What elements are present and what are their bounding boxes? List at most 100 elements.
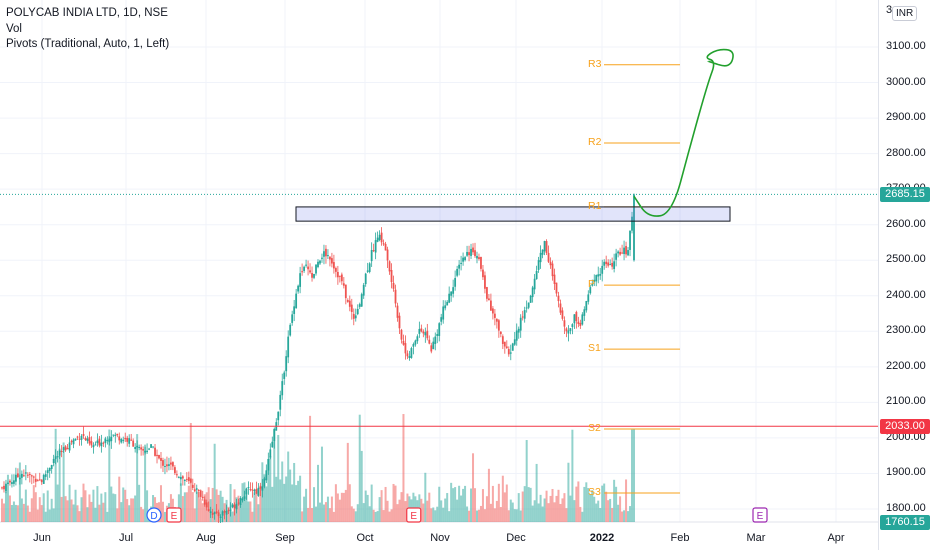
volume-bar [479,505,482,522]
volume-bar [161,501,164,522]
candle-body [625,246,627,255]
candle-body [213,512,216,514]
candle-body [611,262,614,267]
candle-body [251,489,254,491]
candle-body [551,263,554,277]
projection-curve[interactable] [633,48,734,217]
volume-bar [340,492,343,522]
volume-bar [334,484,337,522]
candle-body [40,479,43,483]
candle-body [305,264,307,266]
price-tick-label: 2500.00 [886,253,926,266]
volume-bar [577,481,580,522]
candle-body [577,321,580,324]
volume-bar [271,486,274,522]
candle-body [287,336,290,358]
candle-body [50,465,53,469]
legend-volume[interactable]: Vol [6,22,22,35]
volume-bar [142,509,145,522]
volume-bar [392,483,395,522]
candle-body [9,480,11,483]
candle-body [319,260,321,264]
volume-bar [430,508,433,522]
volume-bar [279,479,282,522]
candle-body [229,509,232,511]
candle-body [503,341,506,347]
candle-body [450,291,453,296]
candle-body [283,372,286,379]
volume-bar [446,493,449,522]
candle-body [493,313,496,318]
volume-bar [472,453,475,522]
volume-bar [460,495,463,522]
legend-pivots[interactable]: Pivots (Traditional, Auto, 1, Left) [6,38,170,50]
candle-body [68,442,71,451]
candle-body [553,274,556,284]
candle-body [621,252,623,254]
candle-body [527,302,530,308]
resistance-zone[interactable] [295,206,731,222]
legend-symbol[interactable]: POLYCAB INDIA LTD, 1D, NSE [6,7,168,19]
candle-body [30,475,33,477]
volume-bar [14,504,17,522]
candle-body [525,307,528,309]
candle-body [70,440,73,443]
volume-bar [78,511,81,522]
volume-bar [424,472,427,522]
pivot-label-s3: S3 [588,486,601,498]
volume-bar [140,506,143,522]
time-tick-label: Aug [196,532,216,544]
candle-body [406,353,409,357]
volume-bar [382,510,385,522]
price-axis[interactable] [878,0,932,550]
volume-bar [374,511,377,522]
candle-body [400,329,403,340]
candle-body [519,317,522,331]
candle-body [88,437,91,444]
candle-body [344,284,347,299]
candle-body [78,438,81,440]
candle-body [130,439,133,441]
volume-bar [16,505,19,522]
time-tick-label: Jul [118,532,134,544]
candle-body [205,502,208,508]
volume-bar [477,509,480,522]
event-marker-e[interactable]: E [406,507,422,523]
volume-bar [311,507,314,522]
volume-bar [527,487,530,522]
candle-body [434,336,437,344]
candle-body [436,334,439,336]
candle-body [523,310,526,319]
candle-body [511,343,514,351]
volume-bar [18,462,21,522]
event-marker-e[interactable]: E [752,507,768,523]
candle-body [484,275,486,289]
price-tick-label: 2100.00 [886,395,926,408]
volume-bar [539,494,542,522]
candle-body [549,261,552,266]
volume-bar [287,451,290,522]
event-marker-d[interactable]: D [146,507,162,523]
volume-bar [285,476,288,522]
volume-bar [132,498,135,522]
candle-body [64,446,67,451]
volume-bar [330,496,333,522]
volume-bar [191,492,194,522]
volume-bar [64,496,67,522]
candle-body [128,438,131,444]
candle-body [346,300,349,302]
candle-body [565,328,568,332]
event-marker-e[interactable]: E [166,507,182,523]
candle-body [299,273,302,287]
candle-body [36,480,39,482]
volume-bar [599,507,602,522]
currency-button[interactable]: INR [892,6,918,21]
candle-body [66,448,69,450]
volume-bar [631,429,634,522]
candle-body [253,489,256,492]
volume-bar [507,510,510,522]
volume-bar [189,422,192,522]
candle-body [378,234,381,241]
